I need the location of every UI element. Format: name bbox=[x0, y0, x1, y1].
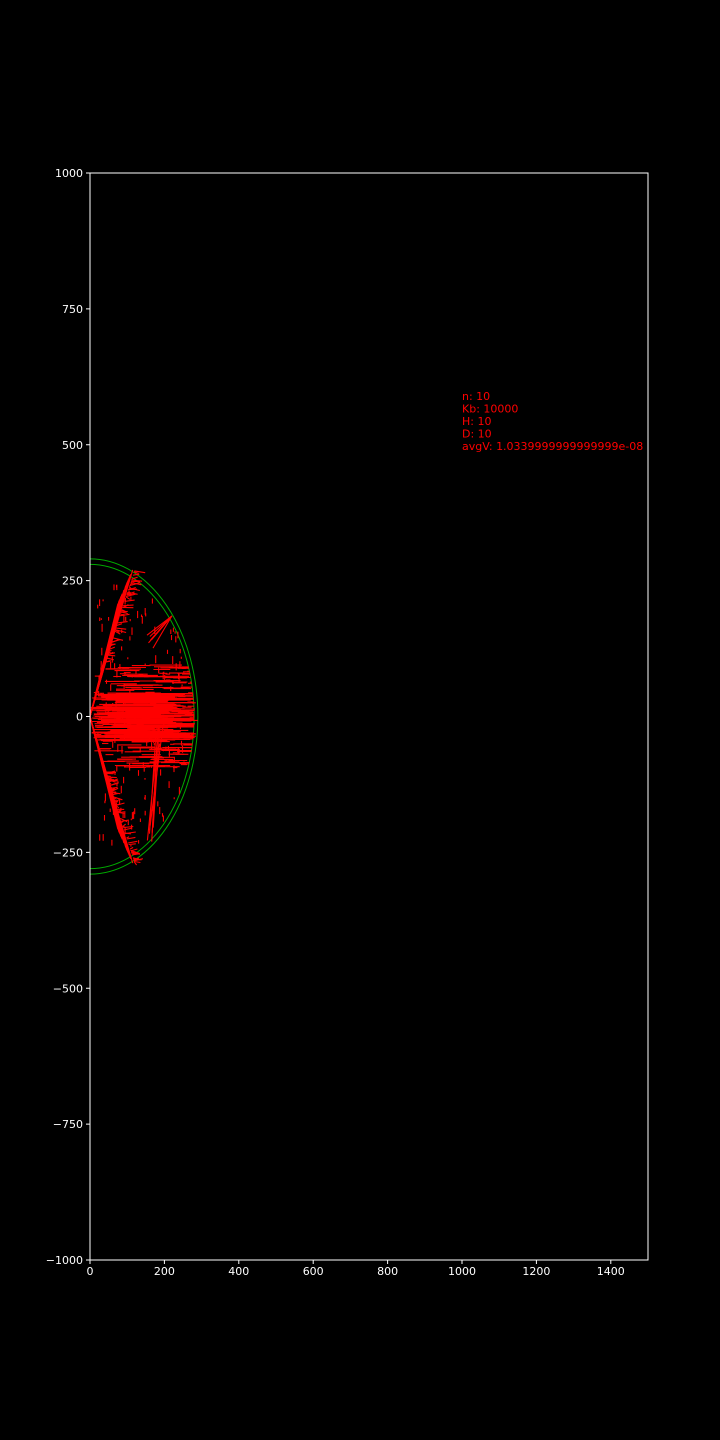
trajectory-segment bbox=[115, 629, 127, 634]
trajectory-segment bbox=[125, 593, 136, 598]
trajectory-segment bbox=[107, 654, 116, 657]
y-tick-label: −250 bbox=[53, 846, 83, 859]
trajectory-segment bbox=[131, 579, 143, 582]
x-tick-label: 1200 bbox=[522, 1265, 550, 1278]
trajectory-segment bbox=[90, 593, 123, 717]
trajectory-segment bbox=[126, 591, 135, 596]
trajectory-segment bbox=[122, 823, 127, 827]
trajectory-segment bbox=[129, 581, 141, 587]
x-tick-label: 1000 bbox=[448, 1265, 476, 1278]
trajectory-segment bbox=[115, 627, 127, 630]
trajectory-segment bbox=[146, 615, 173, 636]
trajectory-segment bbox=[109, 643, 114, 648]
trajectory-segment bbox=[106, 776, 117, 779]
trajectory-segment bbox=[117, 810, 123, 814]
trajectory-segment bbox=[108, 646, 116, 651]
annotation-line-1: n: 10 bbox=[462, 390, 490, 403]
annotation-line-3: H: 10 bbox=[462, 415, 491, 428]
y-tick-label: 250 bbox=[62, 575, 83, 588]
y-tick-label: −750 bbox=[53, 1118, 83, 1131]
trajectory-segment bbox=[111, 787, 119, 792]
trajectory-segment bbox=[106, 775, 111, 777]
y-tick-label: 750 bbox=[62, 303, 83, 316]
trajectory-segment bbox=[106, 657, 114, 661]
x-tick-label: 600 bbox=[303, 1265, 324, 1278]
trajectory-segment bbox=[115, 802, 125, 806]
trajectory-segment bbox=[123, 604, 134, 607]
trajectory-segment bbox=[130, 851, 141, 855]
trajectory-segment bbox=[134, 860, 141, 864]
trajectory-segment bbox=[129, 581, 135, 585]
annotation-line-2: Kb: 10000 bbox=[462, 402, 518, 415]
trajectory-segment bbox=[128, 840, 138, 844]
trajectory-segment bbox=[151, 727, 159, 833]
trajectory-segment bbox=[113, 796, 123, 801]
trajectory-segment bbox=[117, 621, 128, 624]
trajectory-segment bbox=[152, 727, 161, 828]
trajectory-segment bbox=[129, 846, 134, 850]
x-tick-label: 800 bbox=[377, 1265, 398, 1278]
boundary-circle-1 bbox=[90, 558, 199, 875]
trajectory-segment bbox=[116, 623, 123, 627]
trajectory-segment bbox=[121, 820, 125, 824]
trajectory-segment bbox=[130, 848, 138, 852]
trajectory-segment bbox=[126, 836, 130, 839]
trajectory-segment bbox=[133, 571, 139, 575]
y-tick-label: 1000 bbox=[55, 167, 83, 180]
x-tick-label: 200 bbox=[154, 1265, 175, 1278]
trajectory-segment bbox=[124, 599, 135, 602]
trajectory-segment bbox=[126, 836, 136, 840]
trajectory-segment bbox=[123, 827, 133, 831]
trajectory-segment bbox=[120, 613, 125, 616]
trajectory-segment bbox=[128, 843, 136, 846]
trajectory-segment bbox=[133, 861, 138, 866]
trajectory-segment bbox=[111, 787, 116, 792]
x-tick-label: 1400 bbox=[597, 1265, 625, 1278]
trajectory-segment bbox=[150, 615, 173, 641]
trajectory-segment bbox=[132, 857, 142, 861]
y-tick-label: −500 bbox=[53, 982, 83, 995]
trajectory-segment bbox=[107, 652, 116, 655]
trajectory-segment bbox=[119, 817, 128, 823]
trajectory-segment bbox=[152, 615, 173, 649]
trajectory-segment bbox=[109, 785, 113, 790]
trajectory-segment bbox=[125, 831, 136, 835]
trajectory-segment bbox=[107, 778, 116, 783]
annotation-line-5: avgV: 1.0339999999999999e-08 bbox=[462, 440, 643, 453]
trajectory-segment bbox=[108, 781, 112, 785]
trajectory-segment bbox=[104, 660, 111, 663]
trajectory-segment bbox=[128, 587, 140, 592]
trajectory-segment bbox=[125, 596, 131, 600]
trajectory-segment bbox=[119, 613, 130, 617]
trajectory-segment bbox=[109, 781, 119, 787]
trajectory-segment bbox=[132, 573, 140, 576]
y-tick-label: 500 bbox=[62, 439, 83, 452]
trajectory-segment bbox=[131, 576, 138, 580]
trajectory-segment bbox=[111, 639, 121, 643]
trajectory-segment bbox=[148, 727, 157, 834]
trajectory-segment bbox=[115, 629, 120, 633]
y-tick-label: 0 bbox=[76, 711, 83, 724]
trajectory-segment bbox=[114, 630, 121, 635]
y-tick-label: −1000 bbox=[46, 1254, 83, 1267]
x-axis: 0 200 400 600 800 1000 1200 1400 bbox=[87, 1260, 625, 1278]
trajectory-segment bbox=[111, 792, 121, 795]
data-layer bbox=[90, 558, 199, 875]
annotation-line-4: D: 10 bbox=[462, 427, 492, 440]
trajectory-segment bbox=[134, 570, 146, 574]
y-axis: 1000 750 500 250 0 −250 −500 −750 −1000 bbox=[46, 167, 90, 1267]
trajectory-segment bbox=[112, 637, 124, 641]
trajectory-segment bbox=[115, 805, 120, 809]
x-tick-label: 0 bbox=[87, 1265, 94, 1278]
trajectory-segment bbox=[120, 610, 128, 613]
trajectory-segment bbox=[127, 591, 138, 595]
x-tick-label: 400 bbox=[228, 1265, 249, 1278]
